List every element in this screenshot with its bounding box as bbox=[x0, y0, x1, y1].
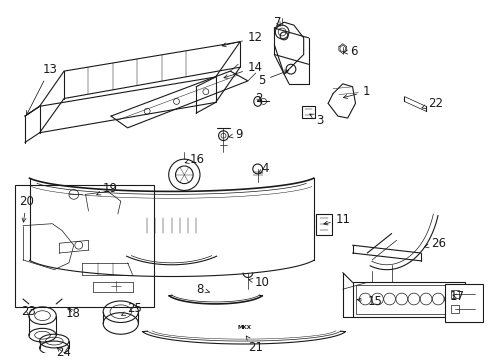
Text: 3: 3 bbox=[309, 113, 323, 126]
Text: 17: 17 bbox=[448, 289, 464, 302]
Text: 21: 21 bbox=[245, 336, 263, 354]
Text: 19: 19 bbox=[97, 182, 118, 195]
Text: MKX: MKX bbox=[237, 325, 250, 330]
Text: 20: 20 bbox=[19, 195, 34, 222]
Bar bbox=[445, 284, 482, 321]
Text: 24: 24 bbox=[56, 346, 71, 359]
Text: 1: 1 bbox=[343, 85, 369, 99]
Bar bbox=[15, 185, 154, 307]
Text: 16: 16 bbox=[185, 153, 204, 166]
Text: 10: 10 bbox=[248, 276, 269, 289]
Bar bbox=[301, 106, 315, 118]
Text: 18: 18 bbox=[66, 307, 81, 320]
Text: 22: 22 bbox=[421, 97, 442, 110]
Text: 4: 4 bbox=[258, 162, 268, 175]
Text: 5: 5 bbox=[257, 70, 288, 87]
Text: 11: 11 bbox=[323, 213, 350, 226]
Text: 23: 23 bbox=[21, 305, 36, 318]
Text: 13: 13 bbox=[26, 63, 57, 115]
Bar bbox=[450, 305, 458, 313]
Bar bbox=[355, 285, 461, 314]
Text: 26: 26 bbox=[424, 237, 445, 250]
Text: 15: 15 bbox=[356, 296, 381, 309]
Bar bbox=[450, 290, 458, 298]
Text: 6: 6 bbox=[343, 45, 356, 58]
Text: 14: 14 bbox=[224, 61, 263, 78]
Text: 8: 8 bbox=[196, 283, 209, 296]
Text: 25: 25 bbox=[122, 302, 142, 315]
Text: 9: 9 bbox=[228, 128, 242, 141]
Text: 7: 7 bbox=[274, 16, 281, 29]
Bar bbox=[316, 214, 331, 235]
Bar bbox=[352, 282, 464, 316]
Text: 12: 12 bbox=[222, 31, 263, 47]
Text: 2: 2 bbox=[254, 92, 262, 105]
